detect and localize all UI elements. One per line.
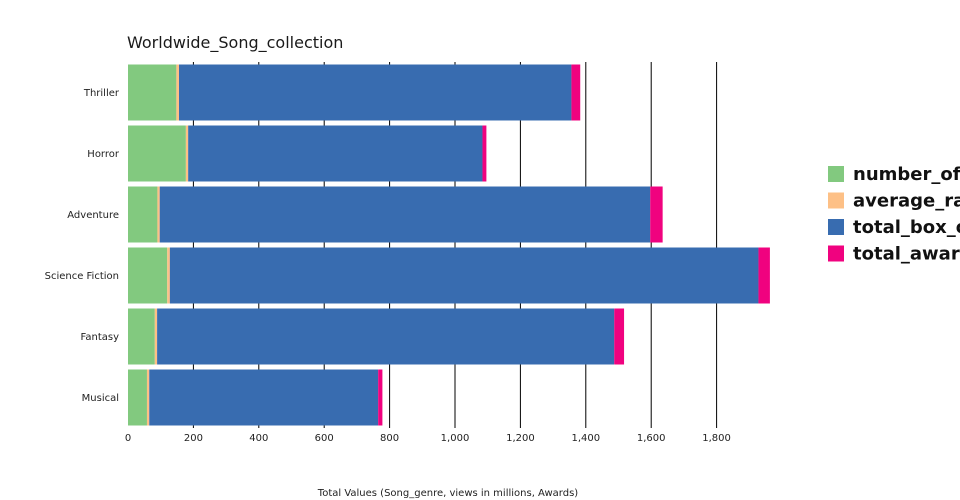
bar-science-fiction-total-award: [758, 247, 770, 304]
bar-adventure-total-award: [650, 186, 663, 243]
bar-thriller-total-box-of: [179, 64, 572, 121]
x-tick-label-4: 800: [380, 433, 399, 444]
y-tick-label-3: Science Fiction: [45, 271, 119, 282]
bar-thriller-average-rat: [176, 64, 180, 121]
bar-adventure-total-box-of: [159, 186, 651, 243]
bar-musical-total-box-of: [149, 369, 379, 426]
x-tick-label-8: 1,600: [637, 433, 666, 444]
y-tick-label-1: Horror: [87, 149, 120, 160]
bar-fantasy-total-box-of: [157, 308, 615, 365]
x-tick-label-3: 600: [315, 433, 334, 444]
y-axis-tick-labels: Thriller Horror Adventure Science Fiction Fa…: [45, 88, 120, 404]
bar-horror-number-of-r: [128, 125, 186, 182]
y-tick-label-5: Musical: [82, 393, 119, 404]
bar-musical-number-of-r: [128, 369, 147, 426]
x-tick-label-0: 0: [125, 433, 131, 444]
bar-thriller-total-award: [571, 64, 581, 121]
bar-fantasy-average-rat: [154, 308, 158, 365]
legend-label-number-of-r: number_of_r: [853, 164, 960, 185]
bar-fantasy-number-of-r: [128, 308, 155, 365]
legend: number_of_r average_rat total_box_of total_…: [828, 164, 960, 265]
bar-horror-average-rat: [185, 125, 189, 182]
bar-fantasy-total-award: [614, 308, 625, 365]
legend-label-total-award: total_award: [853, 244, 960, 265]
legend-label-average-rat: average_rat: [853, 191, 960, 212]
bar-science-fiction-total-box-of: [169, 247, 759, 304]
x-axis-title: Total Values (Song_genre, views in milli…: [317, 488, 578, 499]
bar-thriller-number-of-r: [128, 64, 177, 121]
x-axis-tick-labels: 0 200 400 600 800 1,000 1,200 1,400 1,600 1,800: [125, 433, 731, 444]
bar-science-fiction-average-rat: [167, 247, 170, 304]
y-tick-label-4: Fantasy: [81, 332, 120, 343]
x-tick-label-2: 400: [249, 433, 268, 444]
legend-swatch-average-rat: [828, 192, 844, 209]
legend-swatch-total-award: [828, 245, 844, 262]
legend-label-total-box-of: total_box_of: [853, 217, 960, 238]
y-tick-label-2: Adventure: [67, 210, 119, 221]
bar-adventure-average-rat: [157, 186, 160, 243]
legend-swatch-number-of-r: [828, 166, 844, 182]
bar-musical-average-rat: [146, 369, 150, 426]
bar-horror-total-box-of: [188, 125, 483, 182]
legend-swatch-total-box-of: [828, 219, 844, 235]
x-tick-label-1: 200: [184, 433, 203, 444]
grid-lines: [192, 62, 718, 428]
chart-title: Worldwide_Song_collection: [127, 33, 343, 53]
bar-adventure-number-of-r: [128, 186, 158, 243]
x-tick-label-7: 1,400: [571, 433, 600, 444]
bar-horror-total-award: [482, 125, 487, 182]
bars: [128, 64, 770, 426]
x-tick-label-5: 1,000: [441, 433, 470, 444]
bar-science-fiction-number-of-r: [128, 247, 168, 304]
bar-musical-total-award: [378, 369, 383, 426]
x-tick-label-6: 1,200: [506, 433, 535, 444]
x-tick-label-9: 1,800: [702, 433, 731, 444]
y-tick-label-0: Thriller: [83, 88, 120, 99]
